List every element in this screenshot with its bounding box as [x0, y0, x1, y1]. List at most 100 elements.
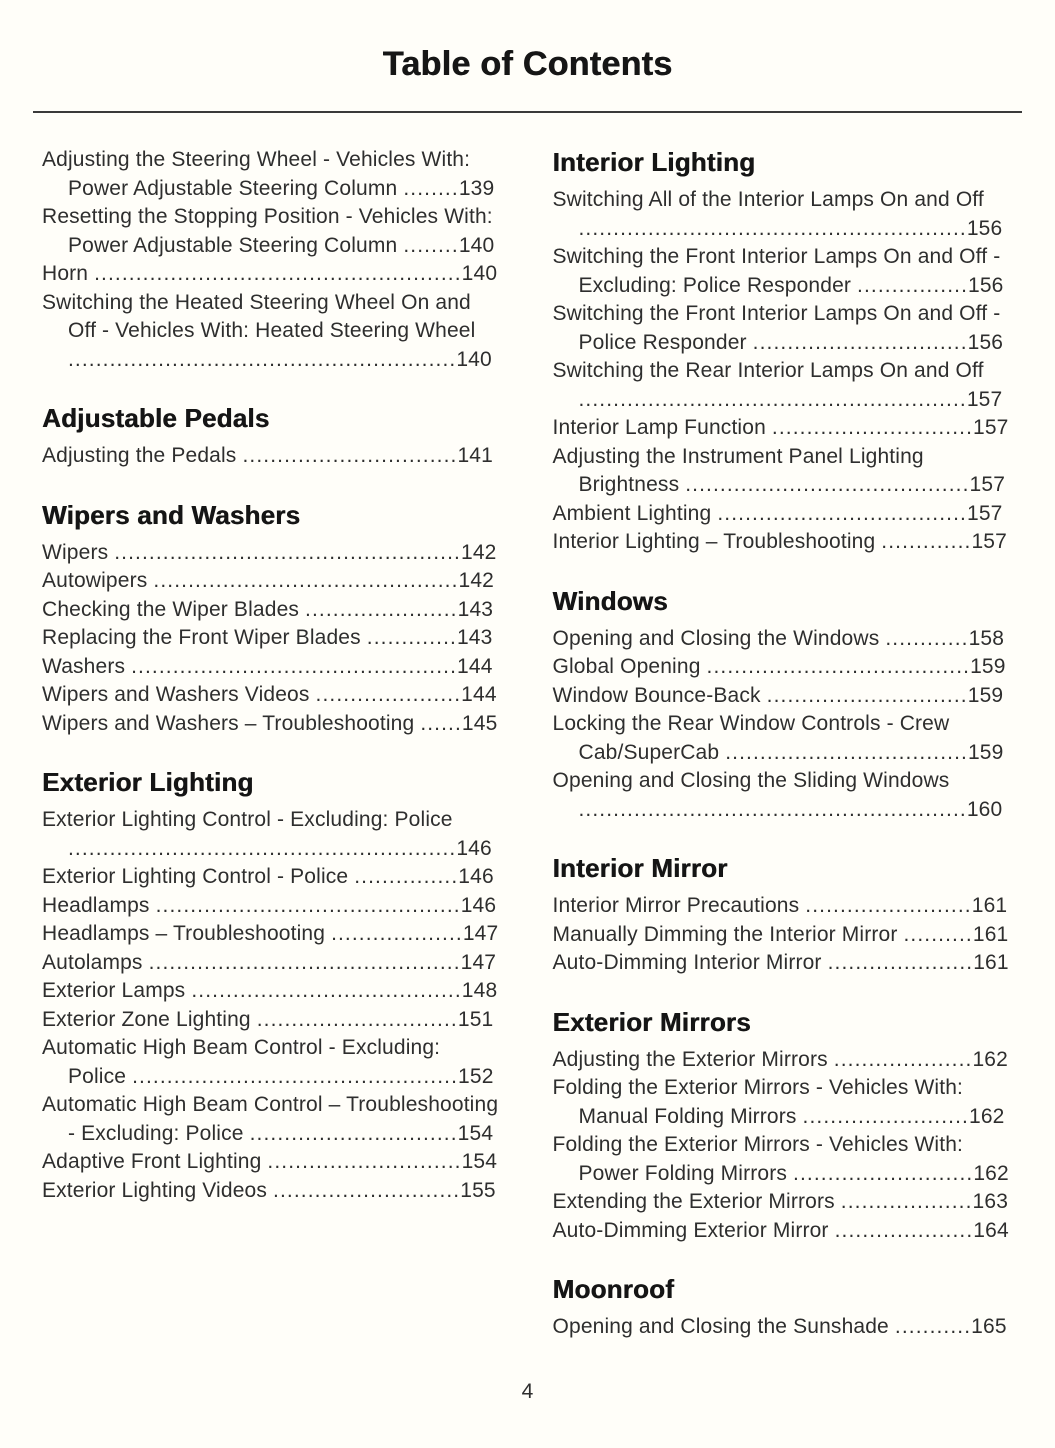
entry-page-number: 155 [460, 1178, 496, 1202]
entry-leader-dots: ................ [857, 273, 968, 297]
toc-entry: Auto-Dimming Exterior Mirror ...........… [553, 1217, 1010, 1246]
entry-leader-dots: ............................... [752, 330, 968, 354]
entry-page-number: 161 [973, 951, 1009, 974]
entry-leader-dots: ..................... [315, 683, 462, 706]
toc-entry: Adjusting the Exterior Mirrors .........… [553, 1046, 1010, 1075]
entry-label: Exterior Lighting Control - Police [42, 865, 349, 888]
entry-label: Adjusting the Exterior Mirrors [552, 1047, 828, 1071]
entry-leader-dots: ........................................… [68, 836, 457, 860]
toc-entry: Switching the Heated Steering Wheel On a… [42, 289, 499, 375]
entry-leader-dots: ........................................… [68, 347, 457, 371]
entry-label: Exterior Lamps [42, 979, 186, 1002]
toc-entry: Autowipers .............................… [42, 567, 499, 596]
entry-label: Switching the Front Interior Lamps On an… [552, 302, 1001, 354]
entry-leader-dots: ................... [331, 922, 463, 945]
entry-leader-dots: ........................ [802, 1104, 969, 1128]
toc-entry: Checking the Wiper Blades ..............… [42, 596, 499, 625]
section-heading: Interior Mirror [552, 853, 728, 883]
toc-column-right: Interior Lighting Switching All of the I… [553, 146, 1010, 1342]
toc-entry: Switching the Front Interior Lamps On an… [553, 300, 1010, 357]
entry-page-number: 161 [971, 894, 1008, 917]
entry-label: Interior Lamp Function [552, 416, 766, 439]
toc-section: Interior Mirror Interior Mirror Precauti… [553, 852, 1010, 978]
entry-label: Interior Mirror Precautions [552, 894, 800, 917]
entry-page-number: 156 [968, 273, 1004, 297]
entry-leader-dots: ..................... [827, 951, 974, 974]
entry-page-number: 140 [456, 347, 492, 371]
entry-label: Horn [42, 262, 89, 285]
entry-leader-dots: ........................................… [132, 1064, 459, 1088]
entry-page-number: 159 [967, 740, 1004, 764]
entry-label: Wipers [42, 540, 109, 564]
entry-label: Adjusting the Steering Wheel - Vehicles … [42, 148, 471, 200]
toc-columns: Adjusting the Steering Wheel - Vehicles … [0, 113, 1055, 1342]
entry-label: Exterior Lighting Videos [42, 1178, 268, 1202]
entry-label: Auto-Dimming Exterior Mirror [552, 1218, 829, 1242]
entry-leader-dots: ........................................… [578, 387, 967, 411]
entry-page-number: 156 [966, 216, 1003, 240]
entry-page-number: 145 [461, 711, 498, 735]
entry-page-number: 142 [460, 540, 497, 564]
toc-entry: Wipers and Washers Videos ..............… [42, 681, 499, 710]
entry-page-number: 147 [460, 950, 497, 974]
section-heading: Adjustable Pedals [42, 403, 270, 433]
entry-label: Replacing the Front Wiper Blades [42, 626, 361, 649]
entry-page-number: 158 [968, 626, 1005, 650]
entry-leader-dots: ........................................… [155, 893, 461, 917]
toc-entry: Automatic High Beam Control - Excluding:… [42, 1034, 499, 1091]
entry-leader-dots: .............................. [249, 1121, 458, 1145]
entry-page-number: 144 [457, 654, 493, 678]
entry-leader-dots: ...................... [305, 597, 458, 621]
toc-entry: Opening and Closing the Sunshade .......… [553, 1313, 1010, 1342]
toc-entry: Wipers .................................… [42, 539, 499, 568]
entry-leader-dots: ............ [885, 626, 969, 650]
entry-label: Autowipers [42, 569, 148, 592]
entry-label: Wipers and Washers – Troubleshooting [42, 711, 415, 735]
toc-entry: Switching the Front Interior Lamps On an… [553, 243, 1010, 300]
section-heading: Wipers and Washers [42, 499, 301, 530]
entry-page-number: 162 [968, 1104, 1005, 1128]
toc-entry: Auto-Dimming Interior Mirror ...........… [553, 949, 1010, 978]
entry-label: Headlamps – Troubleshooting [42, 922, 326, 945]
entry-label: Locking the Rear Window Controls - Crew … [552, 712, 950, 764]
toc-section: Moonroof Opening and Closing the Sunshad… [553, 1273, 1010, 1342]
toc-entry: Horn ...................................… [42, 260, 499, 289]
entry-page-number: 151 [457, 1007, 494, 1031]
toc-entry: Adaptive Front Lighting ................… [42, 1148, 499, 1177]
entry-leader-dots: ........ [403, 233, 459, 257]
toc-entry: Locking the Rear Window Controls - Crew … [553, 710, 1010, 767]
entry-page-number: 146 [456, 836, 492, 860]
entry-label: Folding the Exterior Mirrors - Vehicles … [552, 1076, 964, 1128]
entry-leader-dots: .................... [833, 1047, 973, 1071]
entry-page-number: 156 [967, 330, 1004, 354]
toc-section: Wipers and Washers Wipers ..............… [42, 499, 499, 739]
toc-entry: Interior Lamp Function .................… [553, 414, 1010, 443]
entry-label: Folding the Exterior Mirrors - Vehicles … [552, 1133, 964, 1185]
entry-page-number: 154 [457, 1121, 494, 1145]
toc-entry: Switching All of the Interior Lamps On a… [553, 186, 1010, 243]
entry-label: Window Bounce-Back [552, 683, 761, 707]
toc-entry: Window Bounce-Back .....................… [553, 682, 1010, 711]
entry-page-number: 154 [461, 1150, 498, 1173]
entry-page-number: 162 [972, 1047, 1008, 1071]
toc-section: Adjustable Pedals Adjusting the Pedals .… [42, 402, 499, 471]
entry-label: Wipers and Washers Videos [42, 683, 310, 706]
entry-page-number: 140 [458, 233, 495, 257]
toc-entry: Washers ................................… [42, 653, 499, 682]
entry-page-number: 139 [458, 176, 495, 200]
toc-entry: Switching the Rear Interior Lamps On and… [553, 357, 1010, 414]
entry-leader-dots: ........................................… [578, 797, 967, 821]
entry-label: Exterior Lighting Control - Excluding: P… [42, 808, 453, 831]
toc-entry: Adjusting the Pedals ...................… [42, 442, 499, 471]
title-divider [33, 111, 1022, 113]
toc-section: Exterior Mirrors Adjusting the Exterior … [553, 1006, 1010, 1246]
entry-page-number: 147 [462, 922, 499, 945]
page-number: 4 [521, 1380, 534, 1403]
toc-entry: Exterior Lighting Videos ...............… [42, 1177, 499, 1206]
entry-page-number: 143 [456, 626, 493, 649]
entry-page-number: 144 [461, 683, 497, 706]
entry-page-number: 157 [967, 501, 1003, 525]
toc-entry: Ambient Lighting .......................… [553, 500, 1010, 529]
toc-entry: Adjusting the Steering Wheel - Vehicles … [42, 146, 499, 203]
